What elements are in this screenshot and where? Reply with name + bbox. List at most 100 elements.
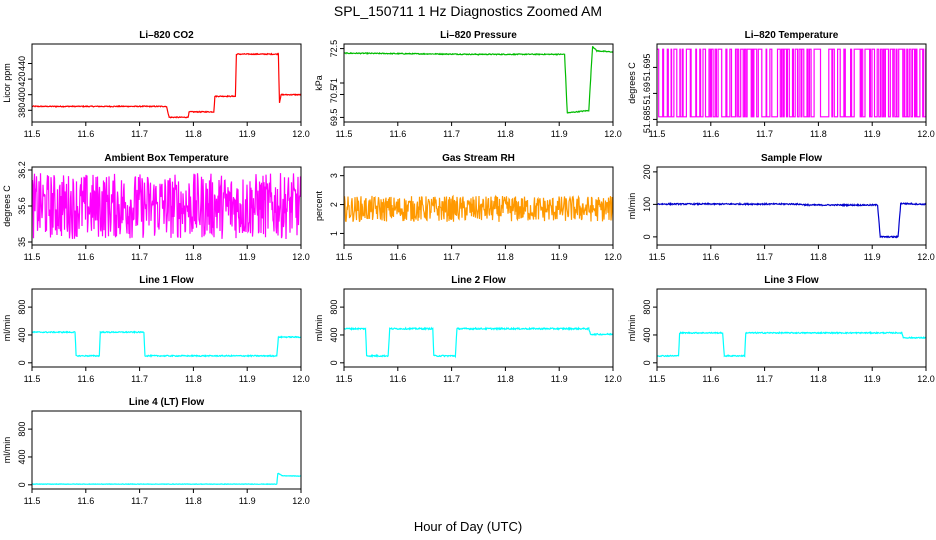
x-tick-label: 11.7 [443,252,460,262]
x-tick-label: 12.0 [292,129,310,139]
chart-panel-9: Line 3 Flow ml/min 11.5 11.6 11.7 11.8 11.9 12.… [627,275,935,384]
plot-frame [343,288,614,368]
x-tick-label: 11.9 [864,252,881,262]
series-line-1 [32,52,301,119]
x-tick-label: 11.6 [389,252,406,262]
chart-panel-6: Sample Flow ml/min 11.5 11.6 11.7 11.8 11.9 12.… [627,153,935,262]
panel-title: Ambient Box Temperature [104,153,229,164]
y-tick-label: 72.5 [329,40,339,58]
x-tick-label: 11.9 [239,496,256,506]
x-tick-label: 11.9 [551,374,568,384]
plot-frame [343,43,614,123]
y-tick-label: 0 [17,360,27,365]
x-tick-label: 11.6 [702,252,719,262]
x-tick-label: 11.7 [756,374,773,384]
y-tick-label: 2 [329,202,339,207]
y-tick-label: 0 [642,360,652,365]
series-line-1 [657,330,926,358]
panel-title: Line 2 Flow [451,275,506,286]
y-tick-label: 3 [329,173,339,178]
y-tick-label: 100 [642,197,652,212]
panel-title: Li–820 Temperature [745,30,839,41]
y-tick-label: 0 [17,482,27,487]
y-axis-label: percent [314,190,324,221]
y-tick-label: 200 [642,164,652,179]
x-tick-label: 11.6 [702,374,719,384]
y-tick-label: 35.6 [17,197,27,215]
x-tick-label: 11.7 [756,129,773,139]
x-tick-label: 11.9 [239,374,256,384]
x-tick-label: 11.5 [24,496,41,506]
chart-panel-7: Line 1 Flow ml/min 11.5 11.6 11.7 11.8 11.9 12.… [2,275,310,384]
x-tick-label: 11.6 [77,374,94,384]
x-tick-label: 12.0 [917,252,935,262]
y-tick-label: 400 [17,87,27,102]
x-tick-label: 11.8 [497,374,514,384]
x-tick-label: 11.9 [239,129,256,139]
y-axis-label: ml/min [627,193,637,220]
x-tick-label: 11.8 [185,374,202,384]
x-tick-label: 11.6 [77,496,94,506]
panel-title: Li–820 Pressure [440,30,517,41]
x-tick-label: 12.0 [292,496,310,506]
y-tick-label: 800 [17,300,27,315]
y-tick-label: 35 [17,237,27,247]
plot-frame [656,288,927,368]
y-tick-label: 800 [642,300,652,315]
plot-frame [31,288,302,368]
y-axis-label: ml/min [2,315,12,342]
x-tick-label: 12.0 [604,252,622,262]
series-line-1 [657,201,926,239]
x-tick-label: 11.6 [77,129,94,139]
series-line-1 [344,46,613,114]
x-tick-label: 12.0 [292,374,310,384]
y-tick-label: 36.2 [17,161,27,179]
y-tick-label: 440 [17,56,27,71]
plot-frame [343,166,614,246]
chart-panel-10: Line 4 (LT) Flow ml/min 11.5 11.6 11.7 11.8 11… [2,397,310,506]
x-tick-label: 11.7 [131,374,148,384]
y-tick-label: 800 [17,422,27,437]
figure-title: SPL_150711 1 Hz Diagnostics Zoomed AM [334,3,602,19]
y-axis-label: ml/min [2,437,12,464]
y-axis-label: degrees C [627,62,637,104]
x-tick-label: 11.7 [443,374,460,384]
x-tick-label: 11.5 [24,252,41,262]
chart-panel-5: Gas Stream RH percent 11.5 11.6 11.7 11.8 11.9… [314,153,622,262]
series-line-1 [657,48,926,118]
x-tick-label: 11.7 [756,252,773,262]
x-tick-label: 11.9 [551,252,568,262]
y-axis-label: kPa [314,75,324,91]
y-axis-label: ml/min [314,315,324,342]
y-tick-label: 70.5 [329,86,339,104]
y-tick-label: 400 [17,449,27,464]
y-tick-label: 0 [642,234,652,239]
panel-title: Sample Flow [761,153,822,164]
panel-title: Line 3 Flow [764,275,819,286]
x-tick-label: 11.5 [24,129,41,139]
y-tick-label: 69.5 [329,109,339,127]
x-tick-label: 11.6 [389,374,406,384]
y-axis-label: degrees C [2,185,12,227]
y-tick-label: 420 [17,72,27,87]
x-tick-label: 12.0 [604,129,622,139]
series-line-1 [32,472,301,486]
y-axis-label: ml/min [627,315,637,342]
x-tick-label: 11.5 [24,374,41,384]
x-tick-label: 11.6 [77,252,94,262]
panel-title: Li–820 CO2 [139,30,194,41]
y-tick-label: 71 [329,78,339,88]
chart-panel-3: Li–820 Temperature degrees C 11.5 11.6 11.7 1… [627,30,935,139]
chart-panel-1: Li–820 CO2 Licor ppm 11.5 11.6 11.7 11.8 11.9 1… [2,30,310,139]
x-tick-label: 11.8 [810,374,827,384]
x-tick-label: 11.9 [239,252,256,262]
y-tick-label: 51.69 [642,82,652,105]
x-tick-label: 11.8 [497,252,514,262]
y-axis-label: Licor ppm [2,63,12,103]
plot-frame [31,43,302,123]
y-tick-label: 400 [329,327,339,342]
x-tick-label: 11.7 [131,252,148,262]
x-tick-label: 11.5 [336,374,353,384]
x-tick-label: 11.8 [810,252,827,262]
y-tick-label: 800 [329,300,339,315]
